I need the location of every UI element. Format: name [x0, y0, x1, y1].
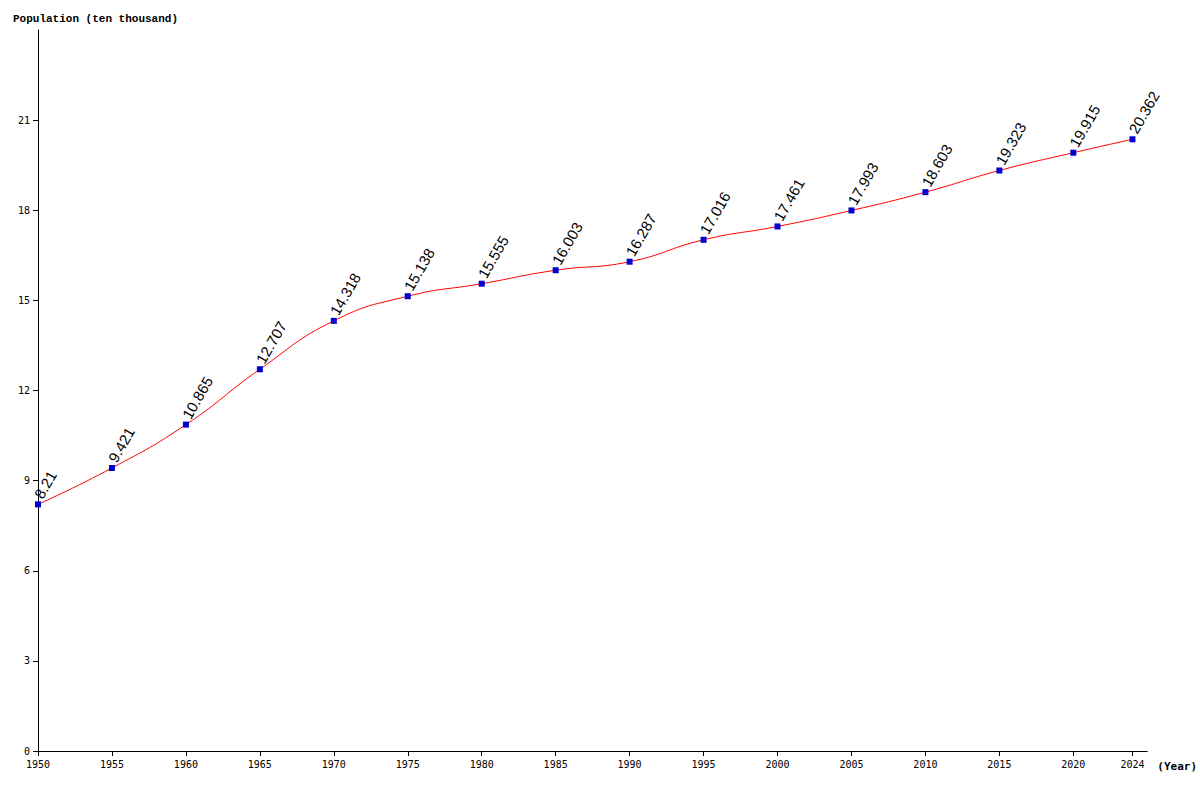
svg-text:17.461: 17.461: [770, 175, 808, 223]
svg-text:15.555: 15.555: [474, 233, 512, 281]
svg-text:8.21: 8.21: [31, 468, 60, 502]
svg-text:12.707: 12.707: [252, 318, 290, 366]
svg-text:15.138: 15.138: [400, 245, 438, 293]
svg-text:9.421: 9.421: [105, 424, 138, 465]
svg-text:19.323: 19.323: [992, 120, 1030, 168]
svg-text:(Year): (Year): [1157, 760, 1197, 773]
svg-text:1990: 1990: [618, 759, 642, 770]
svg-text:17.016: 17.016: [696, 189, 734, 237]
svg-text:19.915: 19.915: [1066, 102, 1104, 150]
svg-text:16.003: 16.003: [548, 219, 586, 267]
svg-text:18.603: 18.603: [918, 141, 956, 189]
svg-text:20.362: 20.362: [1125, 88, 1163, 136]
svg-text:1995: 1995: [692, 759, 716, 770]
svg-text:2015: 2015: [987, 759, 1011, 770]
svg-text:18: 18: [18, 205, 30, 216]
svg-text:17.993: 17.993: [844, 160, 882, 208]
svg-text:1965: 1965: [248, 759, 272, 770]
svg-text:2000: 2000: [765, 759, 789, 770]
svg-text:2005: 2005: [839, 759, 863, 770]
svg-text:15: 15: [18, 295, 30, 306]
svg-text:2024: 2024: [1120, 759, 1144, 770]
svg-text:1970: 1970: [322, 759, 346, 770]
svg-text:3: 3: [24, 655, 30, 666]
svg-text:14.318: 14.318: [326, 270, 364, 318]
svg-text:10.865: 10.865: [179, 374, 217, 422]
svg-text:1980: 1980: [470, 759, 494, 770]
svg-text:9: 9: [24, 475, 30, 486]
svg-text:1955: 1955: [100, 759, 124, 770]
svg-text:2020: 2020: [1061, 759, 1085, 770]
svg-text:16.287: 16.287: [622, 211, 660, 259]
svg-text:21: 21: [18, 115, 30, 126]
svg-text:1985: 1985: [544, 759, 568, 770]
svg-text:1975: 1975: [396, 759, 420, 770]
svg-text:1960: 1960: [174, 759, 198, 770]
svg-text:12: 12: [18, 385, 30, 396]
svg-text:6: 6: [24, 565, 30, 576]
svg-text:0: 0: [24, 746, 30, 757]
svg-text:Population (ten thousand): Population (ten thousand): [13, 13, 178, 25]
svg-text:1950: 1950: [26, 759, 50, 770]
svg-text:2010: 2010: [913, 759, 937, 770]
